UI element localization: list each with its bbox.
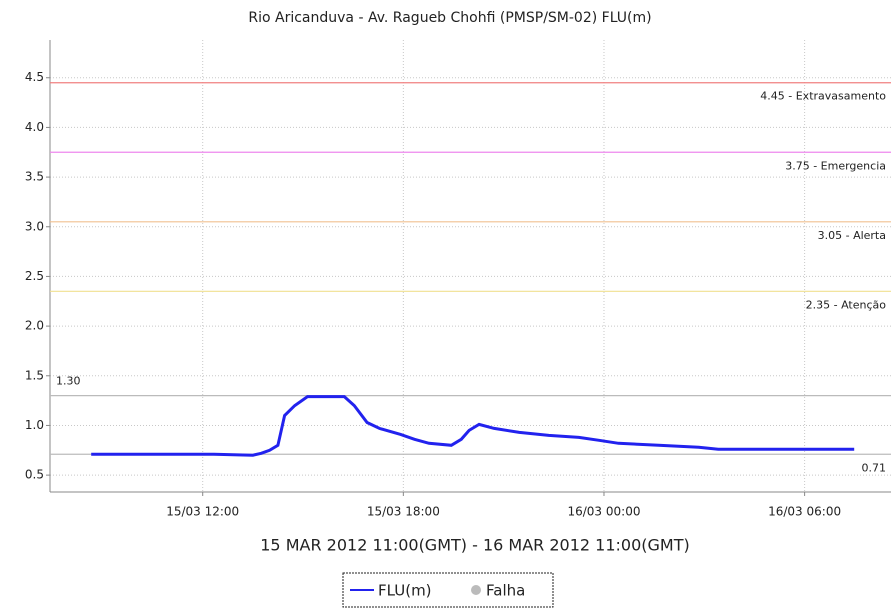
x-tick-label: 15/03 12:00 <box>166 505 239 519</box>
threshold-label: 3.75 - Emergencia <box>785 159 886 172</box>
threshold-label: 1.30 <box>56 375 81 388</box>
y-tick-label: 1.0 <box>25 418 44 432</box>
y-tick-label: 0.5 <box>25 468 44 482</box>
y-tick-label: 2.0 <box>25 319 44 333</box>
threshold-label: 2.35 - Atenção <box>806 298 887 311</box>
legend-label: FLU(m) <box>378 582 432 600</box>
x-tick-label: 15/03 18:00 <box>367 505 440 519</box>
y-tick-label: 4.0 <box>25 120 44 134</box>
data-line <box>91 395 855 457</box>
y-tick-label: 3.0 <box>25 219 44 233</box>
threshold-label: 0.71 <box>862 461 887 474</box>
chart-title: Rio Aricanduva - Av. Ragueb Chohfi (PMSP… <box>248 10 651 26</box>
y-tick-label: 3.5 <box>25 170 44 184</box>
y-tick-label: 1.5 <box>25 368 44 382</box>
legend-box <box>342 572 554 608</box>
y-tick-label: 2.5 <box>25 269 44 283</box>
y-tick-label: 4.5 <box>25 70 44 84</box>
threshold-label: 4.45 - Extravasamento <box>760 90 886 103</box>
x-tick-label: 16/03 06:00 <box>768 505 841 519</box>
x-tick-label: 16/03 00:00 <box>567 505 640 519</box>
x-axis-label: 15 MAR 2012 11:00(GMT) - 16 MAR 2012 11:… <box>260 536 690 555</box>
legend-label: Falha <box>486 582 525 600</box>
threshold-label: 3.05 - Alerta <box>818 229 886 242</box>
legend-swatch <box>471 585 481 595</box>
